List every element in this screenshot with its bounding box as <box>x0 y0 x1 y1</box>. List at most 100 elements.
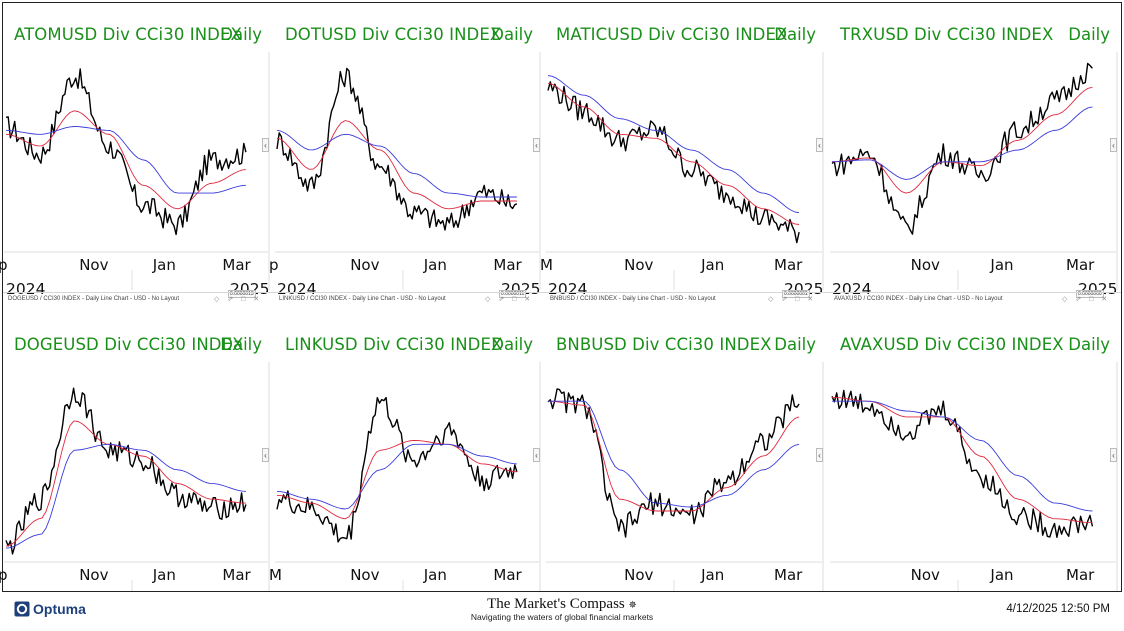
chart-subheader: DOGEUSD / CCI30 INDEX - Daily Line Chart… <box>8 296 180 302</box>
chart-period[interactable]: Daily <box>1068 335 1110 354</box>
compass-title: The Market's Compass ✵ <box>2 596 1122 613</box>
chart-title: TRXUSD Div CCi30 INDEX <box>840 25 1054 44</box>
footer-branding: The Market's Compass ✵ Navigating the wa… <box>2 596 1122 622</box>
chart-panel[interactable]: AVAXUSD Div CCi30 INDEXDailyNovJanMar202… <box>830 318 1120 608</box>
plot-area[interactable] <box>546 8 826 298</box>
price-line <box>5 387 247 555</box>
chart-subheader: BNBUSD / CCI30 INDEX - Daily Line Chart … <box>550 296 716 302</box>
x-tick-label: p <box>269 256 279 274</box>
compass-rose-icon: ✵ <box>628 600 637 611</box>
price-line <box>276 396 518 543</box>
year-label-start: 2024 <box>6 280 46 298</box>
chart-title: MATICUSD Div CCi30 INDEX <box>556 25 788 44</box>
timestamp: 4/12/2025 12:50 PM <box>1006 603 1110 615</box>
long-ma-line <box>5 443 246 549</box>
chart-period[interactable]: Daily <box>774 25 816 44</box>
scale-value-box[interactable]: 0.0000011 <box>499 290 527 298</box>
chart-period[interactable]: Daily <box>220 25 262 44</box>
compass-subtitle: Navigating the waters of global financia… <box>470 612 654 622</box>
x-tick-label: Nov <box>79 566 109 584</box>
compass-title-text: The Market's Compass <box>487 596 625 612</box>
plot-area[interactable] <box>546 318 826 608</box>
chart-panel[interactable]: BNBUSD Div CCi30 INDEXDailyNovJanMar2024… <box>546 318 826 608</box>
collapse-arrow-icon[interactable]: ‹ <box>533 448 540 462</box>
chart-title: AVAXUSD Div CCi30 INDEX <box>840 335 1064 354</box>
chart-panel[interactable]: TRXUSD Div CCi30 INDEX Daily Nov Jan Mar 2024… <box>830 8 1120 298</box>
optuma-logo[interactable]: Optuma <box>14 601 86 617</box>
collapse-arrow-icon[interactable]: ‹ <box>262 138 269 152</box>
x-tick-label: M <box>269 566 282 584</box>
x-tick-label: Mar <box>1066 566 1095 584</box>
collapse-arrow-icon[interactable]: ‹ <box>1110 448 1117 462</box>
plot-area[interactable] <box>275 318 543 608</box>
x-tick-label: Nov <box>910 256 940 274</box>
price-line <box>831 62 1093 235</box>
x-tick-label: Jan <box>990 256 1014 274</box>
year-label-start: 2024 <box>548 280 588 298</box>
chart-period[interactable]: Daily <box>491 335 533 354</box>
chart-period[interactable]: Daily <box>1068 25 1110 44</box>
scale-value-box[interactable]: 0.0000001 <box>782 290 810 298</box>
long-ma-line <box>276 443 517 510</box>
x-tick-label: Mar <box>493 256 522 274</box>
x-tick-label: Nov <box>350 566 380 584</box>
x-tick-label: Jan <box>423 566 447 584</box>
short-ma-line <box>831 396 1093 524</box>
panel-window-controls[interactable]: ◇ ⇗ □ ✕ <box>214 296 263 303</box>
collapse-arrow-icon[interactable]: ‹ <box>816 448 823 462</box>
chart-panel[interactable]: MATICUSD Div CCi30 INDEX Daily M Nov Jan Mar 2… <box>540 8 826 298</box>
chart-title: ATOMUSD Div CCi30 INDEX <box>14 25 242 44</box>
scale-value-box[interactable]: 0.0000000 <box>1076 290 1104 298</box>
short-ma-line <box>547 82 800 225</box>
x-tick-label: Mar <box>774 566 803 584</box>
chart-subheader: LINKUSD / CCI30 INDEX - Daily Line Chart… <box>279 296 446 302</box>
plot-area[interactable] <box>275 8 543 298</box>
chart-title: DOGEUSD Div CCi30 INDEX <box>14 335 244 354</box>
price-line <box>5 68 247 236</box>
x-tick-label: Jan <box>990 566 1014 584</box>
chart-period[interactable]: Daily <box>220 335 262 354</box>
chart-subheader: AVAXUSD / CCI30 INDEX - Daily Line Chart… <box>834 296 1003 302</box>
plot-area[interactable] <box>4 318 272 608</box>
short-ma-line <box>5 110 246 210</box>
long-ma-line <box>832 400 1093 512</box>
x-tick-label: Nov <box>624 256 654 274</box>
chart-panel[interactable]: DOGEUSD Div CCi30 INDEXDailypNovJanMar20… <box>0 318 272 608</box>
collapse-arrow-icon[interactable]: ‹ <box>1110 138 1117 152</box>
chart-panel[interactable]: ATOMUSD Div CCi30 INDEX Daily p Nov Jan Mar 20… <box>0 8 272 298</box>
short-ma-line <box>547 400 800 512</box>
x-tick-label: Mar <box>222 256 251 274</box>
long-ma-line <box>547 75 800 214</box>
x-tick-label: Jan <box>152 566 176 584</box>
x-tick-label: Jan <box>152 256 176 274</box>
price-line <box>276 67 518 231</box>
panel-window-controls[interactable]: ◇ ⇗ □ ✕ <box>768 296 817 303</box>
x-tick-label: Nov <box>350 256 380 274</box>
price-line <box>547 81 800 244</box>
price-line <box>547 388 800 538</box>
scale-value-box[interactable]: 0.0000013 <box>228 290 256 298</box>
chart-period[interactable]: Daily <box>491 25 533 44</box>
chart-panel[interactable]: LINKUSD Div CCi30 INDEXDailyMNovJanMar20… <box>269 318 543 608</box>
collapse-arrow-icon[interactable]: ‹ <box>262 448 269 462</box>
x-tick-label: Nov <box>624 566 654 584</box>
chart-panel[interactable]: DOTUSD Div CCi30 INDEX Daily p Nov Jan Mar 202… <box>269 8 543 298</box>
short-ma-line <box>831 86 1093 194</box>
row-divider <box>3 292 1121 293</box>
collapse-arrow-icon[interactable]: ‹ <box>816 138 823 152</box>
panel-window-controls[interactable]: ◇ ⇗ □ ✕ <box>485 296 534 303</box>
chart-period[interactable]: Daily <box>774 335 816 354</box>
x-tick-label: Mar <box>774 256 803 274</box>
chart-title: DOTUSD Div CCi30 INDEX <box>285 25 502 44</box>
panel-window-controls[interactable]: ◇ ⇗ □ ✕ <box>1062 296 1111 303</box>
plot-area[interactable] <box>830 8 1120 298</box>
x-tick-label: Mar <box>1066 256 1095 274</box>
plot-area[interactable] <box>4 8 272 298</box>
plot-area[interactable] <box>830 318 1120 608</box>
x-tick-label: Mar <box>493 566 522 584</box>
short-ma-line <box>276 120 517 210</box>
x-tick-label: Jan <box>423 256 447 274</box>
x-tick-label: Jan <box>701 566 725 584</box>
optuma-logo-icon <box>14 601 30 617</box>
collapse-arrow-icon[interactable]: ‹ <box>533 138 540 152</box>
